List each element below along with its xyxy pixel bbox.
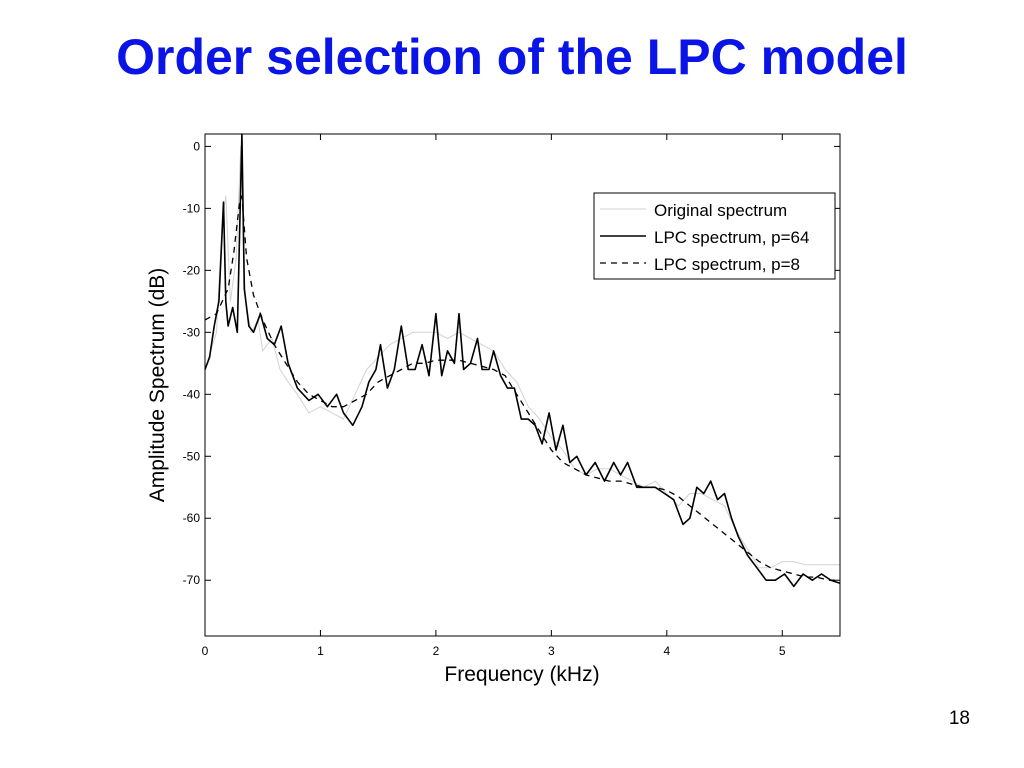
y-axis-label: Amplitude Spectrum (dB) xyxy=(146,268,169,503)
y-tick-label: -40 xyxy=(183,387,201,401)
x-tick-label: 1 xyxy=(317,644,324,658)
x-tick-label: 2 xyxy=(433,644,440,658)
y-tick-label: -30 xyxy=(183,325,201,339)
y-tick-label: 0 xyxy=(193,139,200,153)
legend-label-original: Original spectrum xyxy=(654,201,787,220)
page-number: 18 xyxy=(948,708,970,729)
plot-frame xyxy=(204,133,841,637)
series-lpc-p8 xyxy=(204,195,840,581)
series-original-spectrum xyxy=(204,145,840,569)
series-layer xyxy=(204,133,841,588)
x-tick-label: 5 xyxy=(779,644,786,658)
y-tick-label: -70 xyxy=(183,573,201,587)
legend-label-p8: LPC spectrum, p=8 xyxy=(654,255,800,274)
x-tick-label: 4 xyxy=(663,644,670,658)
legend: Original spectrum LPC spectrum, p=64 LPC… xyxy=(593,192,836,280)
y-tick-label: -50 xyxy=(183,449,201,463)
slide-title: Order selection of the LPC model xyxy=(116,29,908,85)
y-tick-label: -10 xyxy=(183,201,201,215)
x-axis-label: Frequency (kHz) xyxy=(444,663,599,686)
y-tick-label: -60 xyxy=(183,511,201,525)
axes-layer: 0 1 2 3 4 5 0 -10 -20 -30 -40 -50 -60 -70 xyxy=(183,134,840,658)
x-tick-label: 3 xyxy=(548,644,555,658)
y-tick-label: -20 xyxy=(183,263,201,277)
legend-label-p64: LPC spectrum, p=64 xyxy=(654,228,809,247)
x-tick-label: 0 xyxy=(202,644,209,658)
